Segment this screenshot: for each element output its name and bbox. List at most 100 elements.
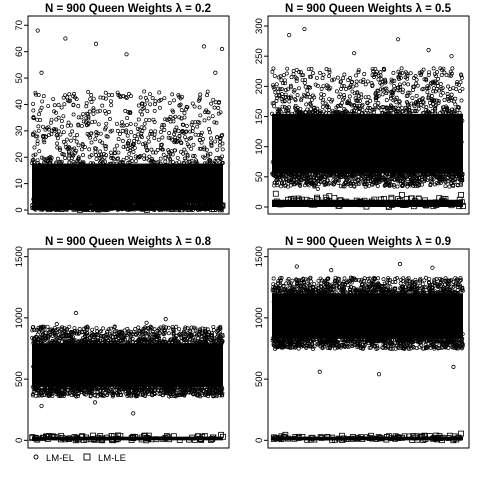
lm-el-point [207, 126, 212, 131]
lm-el-point [145, 109, 150, 114]
lm-el-point [101, 186, 106, 191]
lm-el-point [397, 77, 402, 81]
y-tick-label: 500 [254, 371, 265, 387]
lm-el-point [129, 130, 134, 135]
lm-el-point [430, 300, 435, 305]
lm-el-point [124, 128, 129, 133]
lm-el-point [178, 333, 183, 338]
lm-el-point [356, 70, 361, 74]
lm-el-point [125, 133, 130, 138]
chart-title: N = 900 Queen Weights λ = 0.2 [45, 3, 211, 15]
lm-el-point [155, 340, 160, 345]
lm-el-point [215, 328, 220, 333]
lm-el-point [374, 177, 379, 182]
lm-el-point [216, 106, 221, 110]
lm-el-point [291, 72, 296, 77]
lm-el-point [123, 163, 128, 168]
lm-el-point [297, 70, 302, 74]
lm-el-point [342, 72, 347, 77]
lm-el-point [341, 97, 346, 102]
lm-el-point [208, 366, 213, 371]
lm-le-point [430, 203, 437, 210]
lm-el-point [193, 328, 198, 333]
lm-el-point [47, 341, 52, 346]
lm-el-point [192, 341, 197, 346]
lm-el-point [340, 161, 345, 166]
lm-el-point [33, 369, 38, 374]
lm-le-point [65, 436, 72, 442]
lm-el-point [424, 108, 429, 112]
lm-el-point [197, 137, 202, 142]
lm-el-point [190, 101, 195, 106]
lm-el-point [454, 82, 459, 87]
lm-el-point [94, 326, 99, 330]
lm-el-point [400, 90, 405, 95]
lm-le-point [189, 434, 195, 441]
lm-el-point [58, 394, 63, 399]
lm-el-point [362, 146, 366, 151]
lm-el-point [360, 102, 365, 107]
lm-el-point [67, 381, 72, 386]
lm-el-point [95, 394, 100, 399]
lm-el-point [76, 115, 81, 120]
lm-el-point [137, 374, 142, 378]
lm-el-point [219, 357, 224, 362]
lm-el-point [47, 185, 52, 189]
lm-el-point [406, 103, 411, 108]
lm-el-point [402, 81, 407, 86]
lm-el-point [170, 137, 174, 142]
lm-el-point [444, 152, 449, 157]
lm-el-point [31, 157, 36, 162]
lm-el-point [90, 389, 95, 393]
lm-el-point [68, 98, 73, 103]
lm-el-point [387, 281, 392, 286]
lm-el-point [166, 386, 171, 391]
lm-el-point [294, 173, 299, 178]
series-lm-el [270, 26, 465, 191]
lm-el-point [177, 327, 182, 332]
lm-el-point [293, 121, 298, 126]
lm-el-point [210, 114, 215, 119]
lm-el-point [79, 147, 84, 152]
lm-el-point [201, 339, 206, 344]
lm-el-point [119, 123, 124, 128]
lm-el-point [426, 95, 431, 100]
lm-el-point [139, 168, 144, 172]
lm-le-point [388, 196, 395, 203]
lm-el-point [184, 341, 189, 346]
lm-el-point [133, 327, 138, 331]
lm-el-point [68, 138, 73, 143]
lm-el-point [185, 358, 190, 363]
lm-el-point [126, 373, 131, 378]
lm-el-point [72, 326, 77, 330]
lm-el-point [276, 111, 280, 116]
lm-el-point [132, 134, 137, 139]
lm-el-point [276, 86, 280, 91]
lm-el-outlier [287, 32, 292, 38]
lm-el-point [39, 363, 43, 368]
lm-el-point [460, 332, 465, 336]
lm-el-point [276, 107, 281, 112]
lm-el-point [72, 183, 77, 188]
chart-title: N = 900 Queen Weights λ = 0.9 [285, 236, 451, 248]
lm-el-point [182, 156, 187, 161]
lm-el-point [399, 179, 404, 184]
lm-el-point [288, 173, 293, 178]
lm-el-point [199, 335, 204, 340]
lm-el-point [396, 75, 401, 80]
plot-frame [267, 15, 470, 215]
lm-el-point [409, 101, 414, 106]
lm-el-point [403, 175, 408, 180]
lm-el-point [342, 93, 347, 98]
lm-el-point [197, 345, 202, 350]
lm-el-point [135, 126, 140, 131]
lm-el-point [71, 94, 76, 99]
lm-el-point [339, 79, 343, 84]
lm-el-point [112, 332, 117, 337]
lm-el-point [210, 373, 215, 378]
lm-el-point [129, 392, 134, 397]
lm-el-point [166, 176, 171, 181]
lm-el-point [370, 182, 375, 187]
lm-el-point [311, 71, 315, 76]
lm-el-point [47, 132, 52, 137]
